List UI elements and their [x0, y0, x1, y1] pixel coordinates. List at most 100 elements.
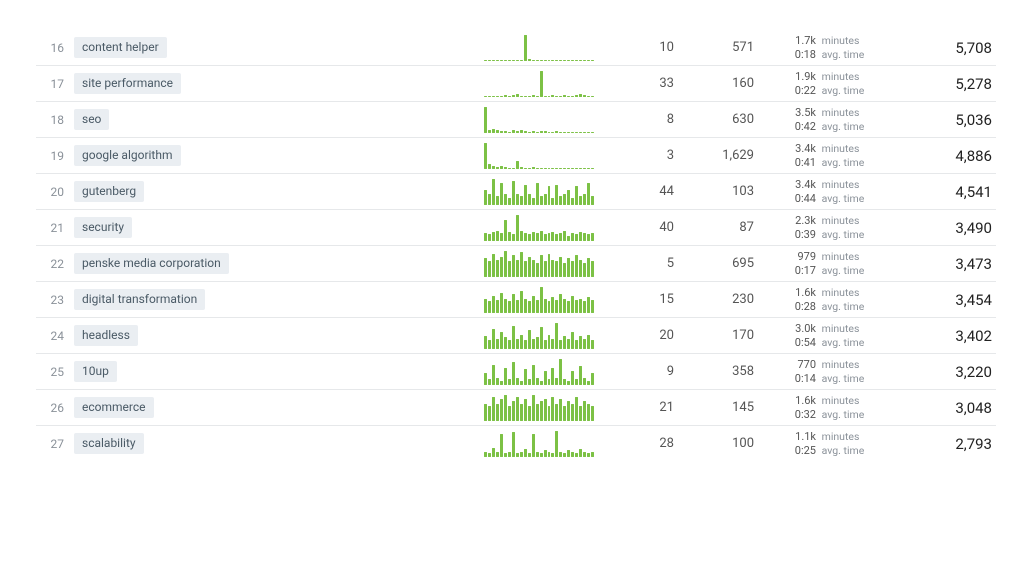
tag-cell: 10up [74, 361, 484, 381]
spark-bar [579, 406, 582, 421]
minutes-value: 770 [784, 358, 819, 372]
metric-b: 170 [674, 328, 774, 343]
spark-bar [559, 257, 562, 277]
tag-chip[interactable]: digital transformation [74, 289, 205, 309]
spark-bar [579, 232, 582, 241]
spark-bar [579, 60, 582, 61]
minutes-label: minutes [819, 430, 859, 443]
avgtime-line: 0:54 avg. time [784, 336, 884, 350]
tag-chip[interactable]: scalability [74, 433, 144, 453]
spark-bar [551, 339, 554, 349]
avgtime-value: 0:42 [784, 120, 819, 134]
spark-bar [555, 300, 558, 313]
tag-chip[interactable]: penske media corporation [74, 253, 229, 273]
spark-bar [528, 406, 531, 421]
spark-bar [559, 399, 562, 421]
spark-bar [508, 198, 511, 205]
spark-bar [540, 168, 543, 169]
spark-bar [532, 339, 535, 349]
spark-bar [520, 252, 523, 277]
spark-bar [520, 96, 523, 97]
spark-bar [488, 194, 491, 205]
meta-cell: 1.1k minutes0:25 avg. time [774, 430, 884, 458]
spark-bar [516, 260, 519, 277]
avgtime-value: 0:25 [784, 444, 819, 458]
spark-bar [548, 96, 551, 97]
spark-bar [544, 131, 547, 133]
total: 3,473 [884, 255, 996, 273]
metric-a: 5 [614, 256, 674, 271]
spark-bar [587, 168, 590, 169]
metric-a: 20 [614, 328, 674, 343]
spark-bar [551, 132, 554, 133]
spark-bar [559, 340, 562, 349]
metric-a: 21 [614, 400, 674, 415]
spark-bar [579, 299, 582, 313]
spark-bar [532, 198, 535, 205]
avgtime-line: 0:28 avg. time [784, 300, 884, 314]
metric-b: 358 [674, 364, 774, 379]
tag-chip[interactable]: content helper [74, 37, 167, 57]
spark-bar [500, 166, 503, 169]
spark-bar [583, 95, 586, 97]
spark-bar [563, 60, 566, 61]
rank: 17 [36, 77, 74, 91]
spark-bar [563, 406, 566, 421]
spark-bar [528, 257, 531, 277]
spark-bar [512, 401, 515, 421]
spark-bar [583, 233, 586, 241]
sparkline [484, 71, 594, 97]
spark-bar [571, 233, 574, 241]
spark-bar [512, 294, 515, 313]
minutes-label: minutes [819, 70, 859, 83]
metric-b: 630 [674, 112, 774, 127]
minutes-line: 979 minutes [784, 250, 884, 264]
spark-bar [571, 404, 574, 421]
spark-bar [500, 293, 503, 313]
minutes-label: minutes [819, 394, 859, 407]
spark-bar [528, 168, 531, 169]
minutes-value: 3.4k [784, 142, 819, 156]
tag-chip[interactable]: security [74, 217, 132, 237]
spark-bar [540, 453, 543, 457]
tag-chip[interactable]: headless [74, 325, 138, 345]
tag-chip[interactable]: gutenberg [74, 181, 144, 201]
minutes-line: 1.6k minutes [784, 286, 884, 300]
table-row: 17site performance331601.9k minutes0:22 … [36, 66, 996, 102]
tag-chip[interactable]: 10up [74, 361, 117, 381]
table-row: 20gutenberg441033.4k minutes0:44 avg. ti… [36, 174, 996, 210]
spark-bar [484, 107, 487, 133]
spark-bar [496, 404, 499, 421]
spark-bar [504, 167, 507, 169]
minutes-label: minutes [819, 106, 859, 119]
sparkline-cell [484, 359, 614, 385]
spark-bar [555, 431, 558, 457]
metric-b: 103 [674, 184, 774, 199]
spark-bar [583, 401, 586, 421]
spark-bar [492, 179, 495, 205]
spark-bar [540, 255, 543, 277]
spark-bar [583, 132, 586, 133]
spark-bar [536, 168, 539, 169]
spark-bar [524, 35, 527, 61]
tag-chip[interactable]: ecommerce [74, 397, 154, 417]
spark-bar [504, 453, 507, 457]
spark-bar [528, 132, 531, 133]
tag-chip[interactable]: seo [74, 109, 109, 129]
tag-chip[interactable]: site performance [74, 73, 181, 93]
spark-bar [512, 168, 515, 169]
meta-cell: 3.0k minutes0:54 avg. time [774, 322, 884, 350]
spark-bar [504, 251, 507, 277]
spark-bar [528, 194, 531, 205]
spark-bar [551, 453, 554, 457]
spark-bar [567, 96, 570, 97]
spark-bar [591, 96, 594, 97]
spark-bar [548, 254, 551, 277]
spark-bar [524, 369, 527, 385]
spark-bar [512, 362, 515, 385]
spark-bar [504, 368, 507, 385]
total: 3,220 [884, 363, 996, 381]
sparkline [484, 287, 594, 313]
tag-chip[interactable]: google algorithm [74, 145, 181, 165]
avgtime-label: avg. time [819, 264, 864, 277]
